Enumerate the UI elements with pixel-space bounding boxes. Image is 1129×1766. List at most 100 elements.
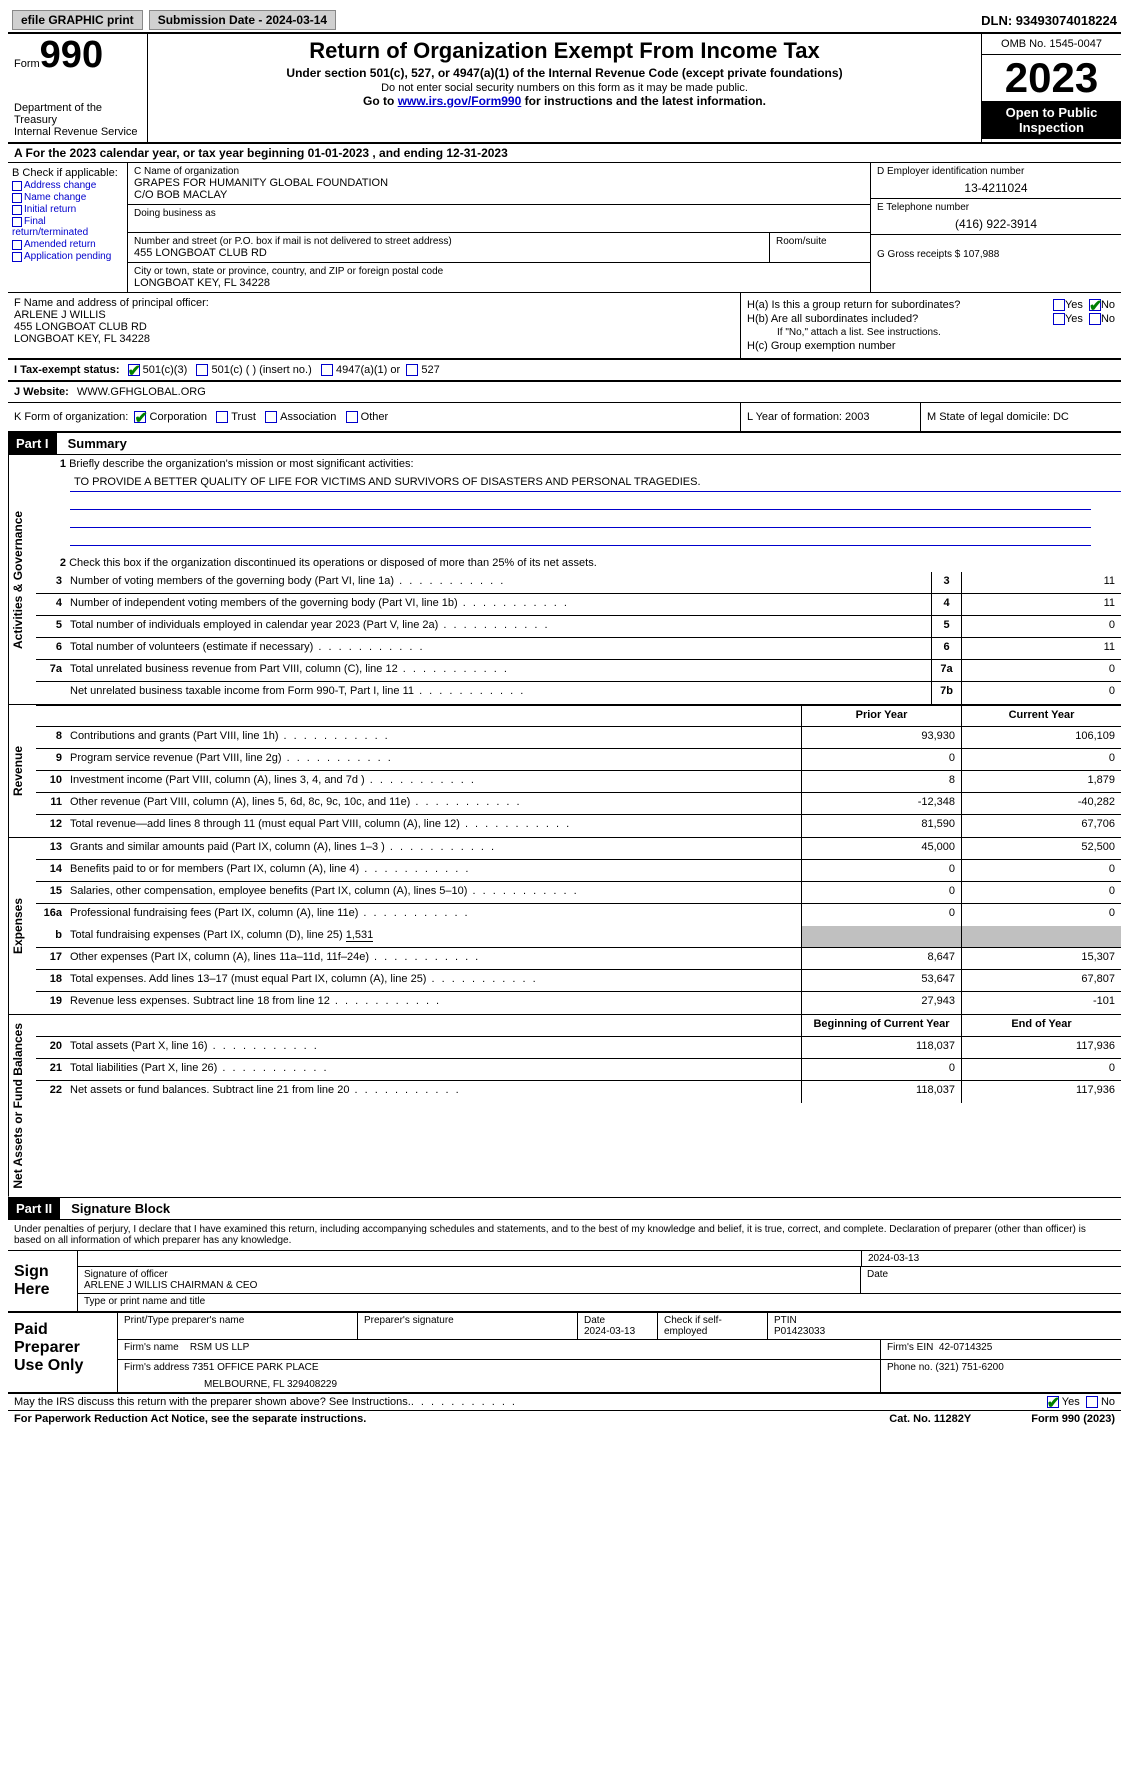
ha-yes-checkbox[interactable] [1053, 299, 1065, 311]
form-title: Return of Organization Exempt From Incom… [156, 38, 973, 64]
current-val: 0 [961, 1059, 1121, 1080]
line-num: 21 [36, 1059, 66, 1080]
discuss-no-checkbox[interactable] [1086, 1396, 1098, 1408]
line-num: 8 [36, 727, 66, 748]
chk-amended[interactable]: Amended return [12, 239, 123, 250]
line-text: Professional fundraising fees (Part IX, … [66, 904, 801, 926]
current-val: 106,109 [961, 727, 1121, 748]
l-label: L Year of formation: [747, 411, 845, 423]
grey-cell-2 [961, 926, 1121, 947]
chk-address-change[interactable]: Address change [12, 180, 123, 191]
date-label: Date [861, 1267, 1121, 1293]
sig-officer-label: Signature of officer [84, 1269, 854, 1280]
chk-application-pending[interactable]: Application pending [12, 251, 123, 262]
firm-phone: (321) 751-6200 [935, 1362, 1003, 1373]
chk-527[interactable] [406, 364, 418, 376]
chk-other[interactable] [346, 411, 358, 423]
dept-irs: Internal Revenue Service [14, 126, 141, 138]
line-num: 6 [36, 638, 66, 659]
prior-val: 8 [801, 771, 961, 792]
preparer-name-hdr: Print/Type preparer's name [118, 1313, 358, 1339]
mission-text: TO PROVIDE A BETTER QUALITY OF LIFE FOR … [70, 473, 1121, 492]
firm-addr1: 7351 OFFICE PARK PLACE [192, 1362, 319, 1373]
discuss-row: May the IRS discuss this return with the… [8, 1394, 1121, 1410]
.chk-501c[interactable] [196, 364, 208, 376]
part1-badge: Part I [8, 433, 57, 454]
line-text: Number of voting members of the governin… [66, 572, 931, 593]
chk-corporation[interactable] [134, 411, 146, 423]
line-num [36, 682, 66, 704]
j-label: J Website: [14, 386, 69, 398]
ein-label: D Employer identification number [877, 166, 1115, 177]
chk-4947[interactable] [321, 364, 333, 376]
chk-name-change[interactable]: Name change [12, 192, 123, 203]
chk-trust[interactable] [216, 411, 228, 423]
current-val: 0 [961, 904, 1121, 926]
sign-here-block: Sign Here 2024-03-13 Signature of office… [8, 1251, 1121, 1313]
line-num: 18 [36, 970, 66, 991]
prior-val: 8,647 [801, 948, 961, 969]
org-name-label: C Name of organization [134, 166, 864, 177]
col-prior-year: Prior Year [801, 706, 961, 726]
line-num: 11 [36, 793, 66, 814]
perjury-declaration: Under penalties of perjury, I declare th… [8, 1220, 1121, 1251]
discuss-yes-checkbox[interactable] [1047, 1396, 1059, 1408]
sign-here-label: Sign Here [8, 1251, 78, 1311]
summary-governance: Activities & Governance 1 Briefly descri… [8, 455, 1121, 705]
self-employed-hdr: Check if self-employed [658, 1313, 768, 1339]
line-text: Other revenue (Part VIII, column (A), li… [66, 793, 801, 814]
goto-instructions: Go to www.irs.gov/Form990 for instructio… [156, 94, 973, 108]
website-value: WWW.GFHGLOBAL.ORG [77, 386, 206, 398]
city-state-zip: LONGBOAT KEY, FL 34228 [134, 277, 864, 289]
ha-label: H(a) Is this a group return for subordin… [747, 299, 1047, 311]
chk-final-return[interactable]: Final return/terminated [12, 216, 123, 238]
hb-label: H(b) Are all subordinates included? [747, 313, 1047, 325]
klm-row: K Form of organization: Corporation Trus… [8, 403, 1121, 433]
officer-sig-name: ARLENE J WILLIS CHAIRMAN & CEO [84, 1280, 854, 1291]
year-formation: 2003 [845, 411, 869, 423]
top-bar: efile GRAPHIC print Submission Date - 20… [8, 8, 1121, 34]
org-name-1: GRAPES FOR HUMANITY GLOBAL FOUNDATION [134, 177, 864, 189]
line-text: Total expenses. Add lines 13–17 (must eq… [66, 970, 801, 991]
line-box: 7a [931, 660, 961, 681]
form-number: 990 [40, 34, 103, 76]
org-name-2: C/O BOB MACLAY [134, 189, 864, 201]
firm-name: RSM US LLP [190, 1342, 249, 1353]
hb-no-checkbox[interactable] [1089, 313, 1101, 325]
m-label: M State of legal domicile: [927, 411, 1053, 423]
chk-association[interactable] [265, 411, 277, 423]
street-address: 455 LONGBOAT CLUB RD [134, 247, 763, 259]
part2-badge: Part II [8, 1198, 60, 1219]
line-num: 15 [36, 882, 66, 903]
prior-val: 53,647 [801, 970, 961, 991]
chk-501c3[interactable] [128, 364, 140, 376]
form-subtitle: Under section 501(c), 527, or 4947(a)(1)… [156, 66, 973, 80]
footer-note: For Paperwork Reduction Act Notice, see … [8, 1410, 1121, 1427]
cat-no: Cat. No. 11282Y [889, 1413, 971, 1425]
summary-netassets: Net Assets or Fund Balances Beginning of… [8, 1014, 1121, 1198]
line-text: Total liabilities (Part X, line 26) [66, 1059, 801, 1080]
type-print-label: Type or print name and title [78, 1294, 1121, 1309]
tax-year-range: A For the 2023 calendar year, or tax yea… [8, 144, 1121, 163]
part1-header-row: Part I Summary [8, 433, 1121, 455]
column-d: D Employer identification number 13-4211… [871, 163, 1121, 292]
prior-val: 93,930 [801, 727, 961, 748]
efile-print-button[interactable]: efile GRAPHIC print [12, 10, 143, 30]
paid-preparer-block: Paid Preparer Use Only Print/Type prepar… [8, 1313, 1121, 1394]
irs-link[interactable]: www.irs.gov/Form990 [398, 94, 522, 108]
prior-val: 118,037 [801, 1081, 961, 1103]
current-val: 117,936 [961, 1037, 1121, 1058]
current-val: -40,282 [961, 793, 1121, 814]
prior-val: 0 [801, 749, 961, 770]
submission-date-button[interactable]: Submission Date - 2024-03-14 [149, 10, 336, 30]
chk-initial-return[interactable]: Initial return [12, 204, 123, 215]
hb-yes-checkbox[interactable] [1053, 313, 1065, 325]
k-label: K Form of organization: [14, 411, 128, 423]
current-val: 117,936 [961, 1081, 1121, 1103]
line-val: 11 [961, 572, 1121, 593]
firm-addr2: MELBOURNE, FL 329408229 [124, 1379, 874, 1390]
line-box: 5 [931, 616, 961, 637]
paid-preparer-label: Paid Preparer Use Only [8, 1313, 118, 1392]
line-num: 22 [36, 1081, 66, 1103]
ha-no-checkbox[interactable] [1089, 299, 1101, 311]
